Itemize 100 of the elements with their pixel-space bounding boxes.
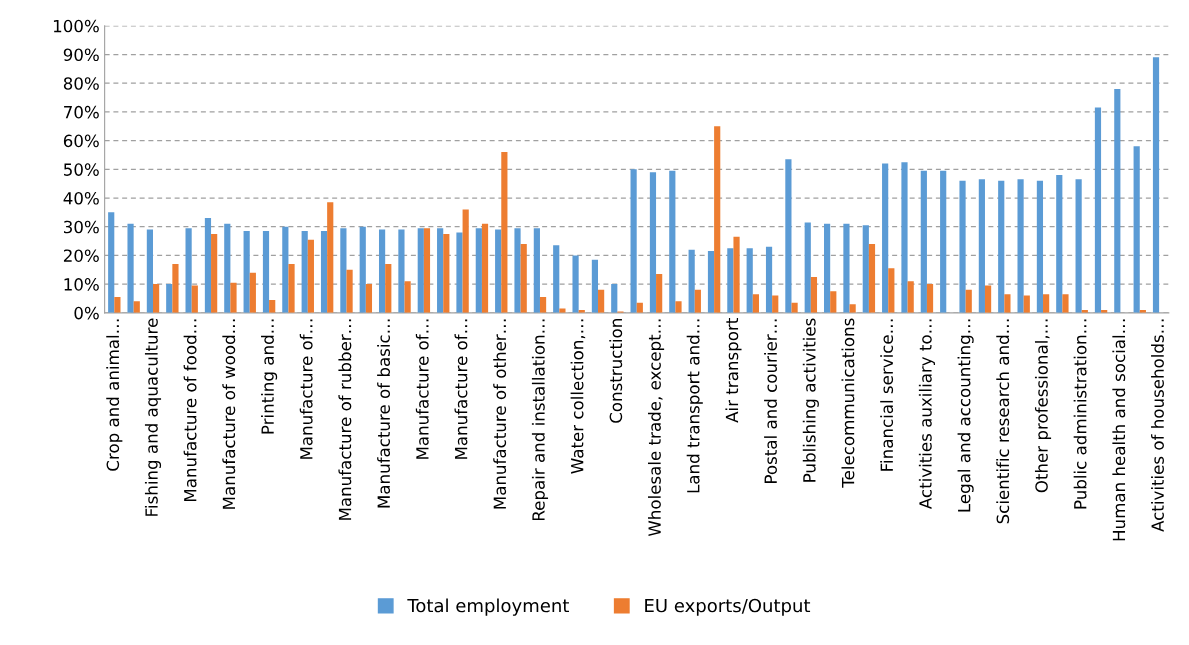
bar <box>862 225 869 313</box>
x-tick-label: Manufacture of wood… <box>222 319 236 509</box>
bar <box>533 228 540 313</box>
bar <box>1004 294 1011 313</box>
bar <box>501 152 508 313</box>
y-tick-label: 100% <box>53 19 99 33</box>
bar <box>1043 294 1050 313</box>
bar <box>230 282 237 313</box>
bar <box>443 233 450 313</box>
x-tick-label: Construction <box>609 319 623 423</box>
bar <box>598 289 605 313</box>
bar <box>669 170 676 313</box>
bar <box>649 172 657 313</box>
bar <box>1075 179 1082 313</box>
bar <box>514 228 521 313</box>
bar <box>301 231 308 313</box>
bar <box>475 228 482 313</box>
x-tick-label: Air transport <box>725 318 742 423</box>
bar <box>224 223 231 313</box>
bar <box>495 229 502 313</box>
x-tick-label: Legal and accounting… <box>957 319 974 512</box>
bar <box>456 232 463 313</box>
bar <box>108 212 115 313</box>
bar <box>940 170 947 313</box>
y-tick-label: 0% <box>74 306 99 320</box>
bar <box>804 222 811 313</box>
bar <box>172 264 179 313</box>
bar <box>843 223 850 313</box>
x-tick-label: Financial service… <box>880 319 894 471</box>
x-tick-label: Manufacture of rubber… <box>338 319 352 520</box>
bar <box>1056 175 1063 313</box>
bar <box>262 231 270 313</box>
bar <box>1114 88 1121 313</box>
x-tick-label: Publishing activities <box>802 318 819 482</box>
bar <box>146 229 153 313</box>
bar <box>714 126 721 313</box>
x-tick-label: Manufacture of basic… <box>377 319 391 508</box>
bar <box>1133 146 1140 313</box>
bar <box>378 229 386 313</box>
x-tick-label: Telecommunications <box>841 318 855 488</box>
legend-label: Total employment <box>407 598 569 616</box>
legend-label: EU exports/Output <box>645 598 811 616</box>
bar <box>191 285 198 313</box>
x-tick-label: Postal and courier… <box>764 319 777 483</box>
bar <box>423 228 431 313</box>
bar <box>688 249 695 313</box>
bar <box>591 259 599 313</box>
bar <box>630 169 637 313</box>
y-tick-label: 50% <box>64 163 99 176</box>
x-tick-label: Fishing and aquaculture <box>144 318 162 516</box>
bar <box>133 301 140 313</box>
bar <box>204 218 212 313</box>
bar <box>926 284 934 313</box>
bar <box>901 162 908 313</box>
bar <box>752 294 759 313</box>
bar <box>959 180 966 313</box>
bar <box>791 302 798 313</box>
bar <box>417 228 424 313</box>
bar <box>733 236 740 313</box>
bar <box>127 223 134 313</box>
x-tick-label: Human health and social… <box>1112 319 1126 541</box>
bar <box>611 284 618 313</box>
bar <box>320 231 328 313</box>
bar <box>849 304 856 313</box>
bar <box>288 264 295 313</box>
x-tick-label: Printing and… <box>261 319 278 434</box>
bar <box>978 179 985 313</box>
bar <box>437 228 444 313</box>
x-tick-label: Water collection,… <box>570 319 586 474</box>
bar <box>907 281 914 313</box>
x-tick-label: Manufacture of… <box>299 319 313 459</box>
bar <box>398 229 405 313</box>
bar <box>539 297 547 313</box>
bar <box>1017 179 1024 313</box>
bar <box>920 170 927 313</box>
bar <box>153 284 160 313</box>
y-tick-label: 20% <box>63 249 99 262</box>
bar <box>882 163 889 313</box>
bar <box>520 243 527 313</box>
bar <box>965 289 972 313</box>
x-tick-label: Manufacture of… <box>454 319 468 459</box>
bar <box>998 180 1005 313</box>
bar <box>166 284 173 313</box>
bar <box>746 248 753 313</box>
bar <box>765 246 773 313</box>
bar <box>359 226 366 313</box>
bar <box>282 226 289 313</box>
x-tick-label: Land transport and… <box>686 319 703 493</box>
bar <box>385 264 392 313</box>
bar <box>830 291 837 313</box>
bar <box>340 228 347 313</box>
bar <box>481 223 489 313</box>
bar <box>211 233 218 313</box>
y-tick-label: 40% <box>63 191 99 205</box>
bar <box>404 281 411 313</box>
bar <box>365 284 373 313</box>
bar <box>707 251 715 313</box>
x-tick-label: Scientific research and… <box>996 319 1010 524</box>
bar <box>1036 180 1044 313</box>
x-tick-label: Manufacture of food… <box>183 319 197 502</box>
